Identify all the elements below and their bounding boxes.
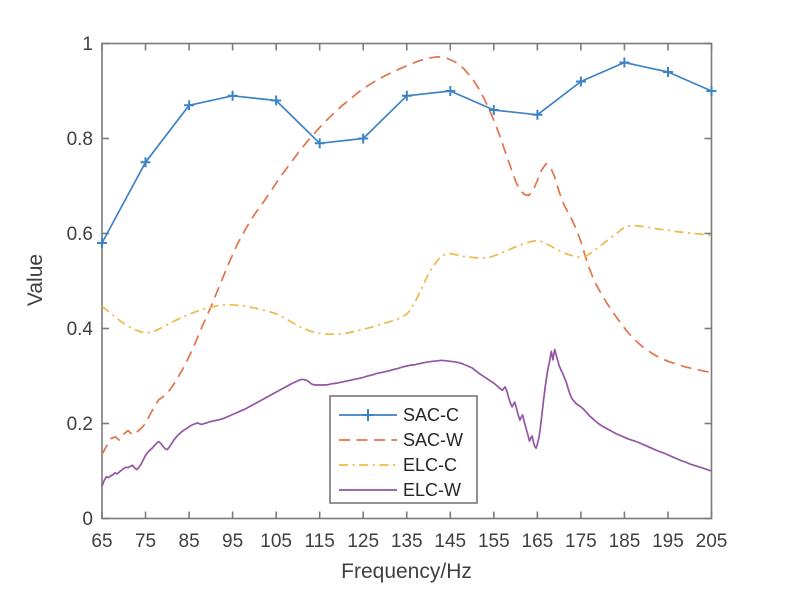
y-tick-label: 0: [82, 509, 93, 530]
x-tick-label: 125: [347, 531, 379, 552]
x-tick-label: 75: [135, 531, 156, 552]
x-axis-label: Frequency/Hz: [341, 560, 472, 583]
x-tick-label: 85: [179, 531, 200, 552]
series-line-sac-w: [101, 55, 712, 455]
y-tick-label: 1: [82, 34, 93, 55]
series-line-elc-c: [101, 224, 712, 336]
plot-area: 65 75 85 95 105 115 125 135 145 155 165 175 185 195 20…: [67, 34, 728, 552]
x-tick-label: 135: [391, 531, 423, 552]
x-tick-label: 185: [609, 531, 641, 552]
legend-label-sac-c: SAC-C: [403, 405, 459, 425]
legend: SAC-C SAC-W ELC-C ELC-W: [329, 395, 478, 504]
y-axis-label: Value: [24, 254, 47, 306]
x-tick-label: 175: [565, 531, 597, 552]
x-tick-label: 205: [696, 531, 728, 552]
x-tick-label: 155: [478, 531, 510, 552]
legend-label-sac-w: SAC-W: [403, 430, 463, 450]
x-tick-label: 195: [652, 531, 684, 552]
y-tick-label: 0.6: [67, 224, 93, 245]
series-line-elc-w: [101, 348, 712, 487]
legend-label-elc-w: ELC-W: [403, 480, 461, 500]
series-line-sac-c: [101, 61, 712, 244]
y-tick-label: 0.2: [67, 414, 93, 435]
legend-box: [329, 395, 478, 504]
x-tick-label: 115: [305, 531, 335, 552]
x-tick-label: 105: [260, 531, 292, 552]
series-markers-sac-c: [97, 57, 717, 248]
x-tick-label: 65: [91, 531, 112, 552]
legend-marker-sac-c: [362, 409, 374, 421]
y-tick-label: 0.8: [67, 129, 93, 150]
x-tick-label: 165: [522, 531, 554, 552]
x-tick-label: 145: [434, 531, 466, 552]
x-tick-label: 95: [222, 531, 243, 552]
legend-label-elc-c: ELC-C: [403, 455, 457, 475]
y-tick-label: 0.4: [67, 319, 94, 340]
